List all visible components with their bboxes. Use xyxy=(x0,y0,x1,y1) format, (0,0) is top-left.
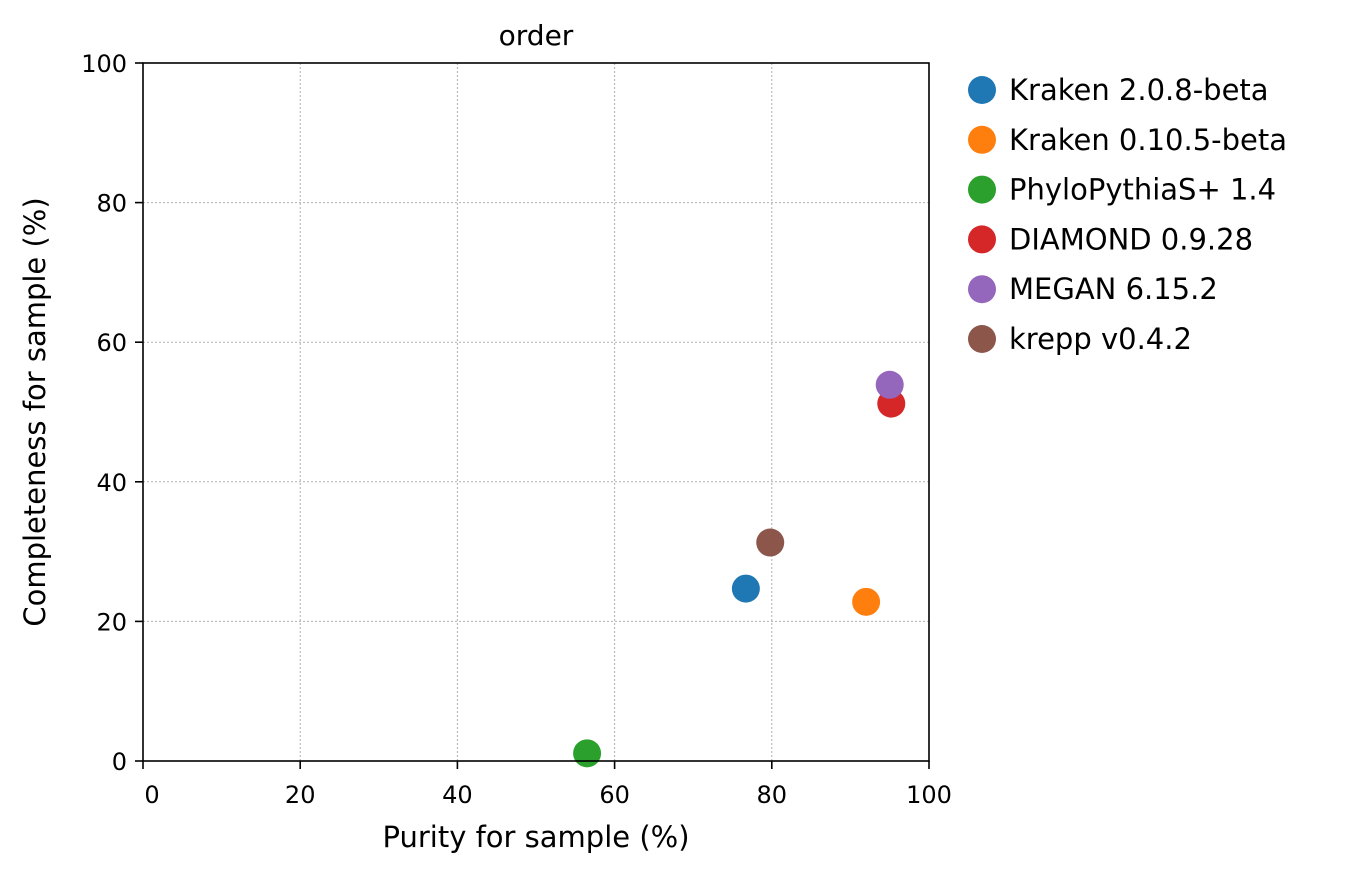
y-tick-label: 60 xyxy=(96,329,127,357)
legend-label: MEGAN 6.15.2 xyxy=(1009,272,1218,306)
data-point xyxy=(573,739,602,768)
legend-marker xyxy=(968,76,996,104)
x-tick-label: 100 xyxy=(906,781,952,809)
y-axis-label: Completeness for sample (%) xyxy=(18,197,52,626)
chart-title: order xyxy=(499,19,574,52)
y-tick-label: 0 xyxy=(112,748,127,776)
x-tick-label: 20 xyxy=(285,781,316,809)
legend: Kraken 2.0.8-beta Kraken 0.10.5-beta Phylo… xyxy=(968,73,1287,356)
legend-label: PhyloPythiaS+ 1.4 xyxy=(1009,173,1276,207)
data-point xyxy=(756,528,785,557)
x-tick-label: 60 xyxy=(599,781,630,809)
legend-label: DIAMOND 0.9.28 xyxy=(1009,222,1253,256)
y-tick-label: 80 xyxy=(96,190,127,218)
y-tick-label: 100 xyxy=(81,50,127,78)
x-tick-label: 0 xyxy=(144,781,159,809)
data-points xyxy=(573,370,906,768)
y-tick-label: 20 xyxy=(96,608,127,636)
x-tick-label: 40 xyxy=(442,781,473,809)
axis-ticks: 0 20 40 60 80 100 0 20 40 60 80 100 xyxy=(81,50,952,809)
data-point xyxy=(852,587,881,616)
legend-marker xyxy=(968,175,996,204)
grid-lines xyxy=(142,62,930,762)
legend-label: Kraken 2.0.8-beta xyxy=(1009,73,1269,107)
plot-frame xyxy=(142,62,930,762)
y-tick-label: 40 xyxy=(96,469,127,497)
data-point xyxy=(731,574,760,603)
legend-marker xyxy=(968,325,996,353)
legend-marker xyxy=(968,225,996,254)
legend-label: krepp v0.4.2 xyxy=(1009,322,1192,356)
data-point xyxy=(875,370,904,399)
legend-label: Kraken 0.10.5-beta xyxy=(1009,123,1287,157)
legend-marker xyxy=(968,125,996,154)
x-tick-label: 80 xyxy=(757,781,788,809)
x-axis-label: Purity for sample (%) xyxy=(382,820,689,854)
legend-marker xyxy=(968,275,996,304)
